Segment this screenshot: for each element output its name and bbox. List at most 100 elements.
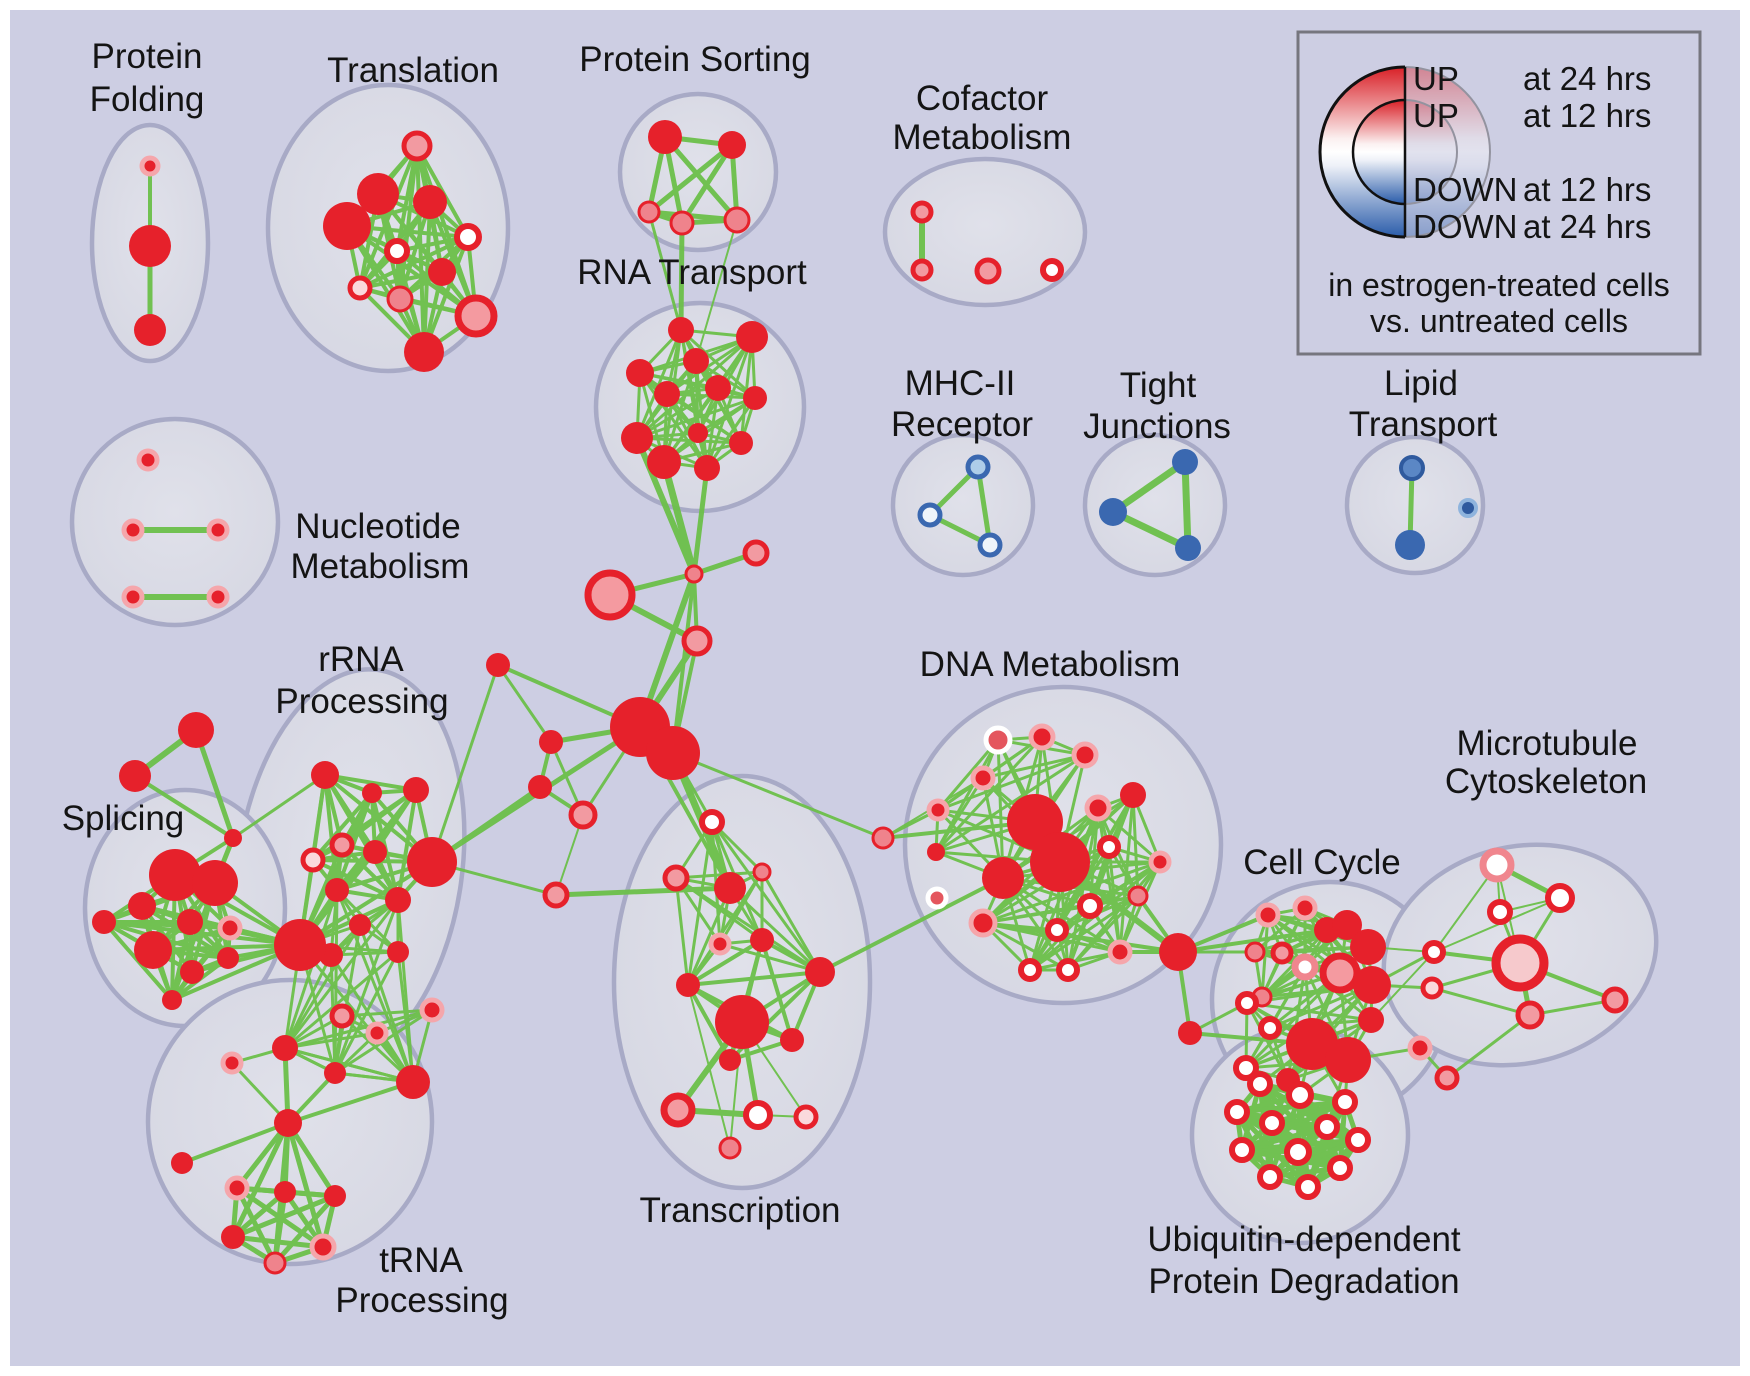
node-mh3 bbox=[977, 532, 1003, 558]
cluster-label-ubiquitin-degradation: Ubiquitin-dependent bbox=[1147, 1220, 1461, 1259]
node-lp1 bbox=[1399, 455, 1425, 481]
edge bbox=[686, 870, 764, 987]
edge bbox=[760, 870, 822, 974]
node-tn2 bbox=[274, 1181, 296, 1203]
edge bbox=[283, 888, 339, 1050]
edge bbox=[1131, 793, 1140, 898]
node-s2 bbox=[192, 860, 238, 906]
edge bbox=[638, 371, 709, 470]
edge bbox=[193, 727, 236, 841]
edge bbox=[1181, 458, 1192, 552]
node-u1 bbox=[1247, 1071, 1273, 1097]
node-r3 bbox=[626, 359, 654, 387]
node-tr2 bbox=[662, 864, 690, 892]
edge bbox=[687, 984, 731, 1149]
node-mt4 bbox=[1422, 940, 1446, 964]
edge bbox=[705, 335, 754, 470]
edge bbox=[934, 776, 985, 854]
node-lp3 bbox=[1458, 498, 1478, 518]
node-cc5 bbox=[1350, 929, 1386, 965]
node-cc14 bbox=[1258, 1016, 1282, 1040]
edge bbox=[285, 1120, 338, 1199]
node-dm19 bbox=[1045, 918, 1069, 942]
legend-time-label: at 12 hrs bbox=[1523, 97, 1651, 134]
cluster-label-mhc-ii-receptor: Receptor bbox=[891, 405, 1033, 444]
edge bbox=[1066, 894, 1140, 972]
node-ps3 bbox=[637, 200, 661, 224]
edge bbox=[975, 464, 993, 548]
node-tnl bbox=[171, 1152, 193, 1174]
node-t6 bbox=[384, 238, 410, 264]
cluster-lipid-transport bbox=[1344, 434, 1486, 576]
edge bbox=[662, 134, 740, 223]
node-dm16 bbox=[925, 886, 949, 910]
edge bbox=[981, 753, 1087, 780]
edge bbox=[934, 735, 1044, 854]
node-x4 bbox=[681, 625, 713, 657]
cluster-label-rna-transport: RNA Transport bbox=[577, 253, 807, 292]
node-tr12 bbox=[660, 1092, 696, 1128]
cluster-label-dna-metabolism: DNA Metabolism bbox=[920, 645, 1181, 684]
edge bbox=[760, 938, 794, 1042]
node-tn5 bbox=[309, 1233, 337, 1261]
edge bbox=[272, 1193, 338, 1266]
node-cc2 bbox=[1292, 895, 1318, 921]
edge bbox=[340, 1008, 434, 1018]
node-mt1 bbox=[1479, 847, 1515, 883]
node-nm4 bbox=[121, 585, 145, 609]
legend-time-label: at 12 hrs bbox=[1523, 171, 1651, 208]
node-ps5 bbox=[723, 206, 751, 234]
node-rr16 bbox=[365, 1021, 389, 1045]
edge bbox=[635, 335, 754, 440]
node-nm1 bbox=[136, 448, 160, 472]
node-tr9 bbox=[715, 995, 769, 1049]
node-r10 bbox=[729, 431, 753, 455]
edge bbox=[679, 328, 757, 400]
cluster-label-transcription: Transcription bbox=[640, 1191, 841, 1230]
edge bbox=[635, 396, 757, 440]
node-n1 bbox=[539, 730, 563, 754]
node-t11 bbox=[404, 332, 444, 372]
node-n3 bbox=[568, 800, 598, 830]
edge bbox=[981, 921, 1180, 954]
edge bbox=[283, 1008, 434, 1050]
node-cc4 bbox=[1332, 910, 1362, 940]
node-u2 bbox=[1286, 1081, 1314, 1109]
node-dm14 bbox=[1148, 850, 1172, 874]
node-rr14 bbox=[220, 1051, 244, 1075]
edge bbox=[686, 970, 822, 987]
cluster-label-microtubule-cytoskeleton: Microtubule bbox=[1457, 724, 1638, 763]
node-t8 bbox=[347, 275, 373, 301]
cluster-label-splicing: Splicing bbox=[62, 799, 185, 838]
edge bbox=[665, 392, 709, 470]
node-mt8 bbox=[1601, 986, 1629, 1014]
node-dm20 bbox=[1056, 958, 1080, 982]
node-u5 bbox=[1259, 1110, 1285, 1136]
node-a3 bbox=[224, 829, 242, 847]
node-s9 bbox=[217, 947, 239, 969]
node-r12 bbox=[694, 455, 720, 481]
edge bbox=[679, 328, 709, 470]
node-r2 bbox=[736, 321, 768, 353]
edge bbox=[1303, 965, 1373, 1022]
edge bbox=[430, 663, 500, 864]
node-mt6 bbox=[1420, 976, 1444, 1000]
node-dm4 bbox=[970, 765, 996, 791]
node-dm6 bbox=[1084, 794, 1112, 822]
node-t4 bbox=[323, 202, 371, 250]
legend-circle-faded-half bbox=[1405, 66, 1491, 238]
node-ps1 bbox=[648, 120, 682, 154]
node-rr18 bbox=[396, 1065, 430, 1099]
edge bbox=[345, 224, 426, 354]
node-cc7 bbox=[1270, 941, 1294, 965]
node-tn4 bbox=[221, 1225, 245, 1249]
cluster-label-lipid-transport: Lipid bbox=[1384, 364, 1458, 403]
node-t5 bbox=[454, 223, 482, 251]
legend-direction-label: UP bbox=[1413, 60, 1459, 97]
cluster-label-nucleotide-metabolism: Nucleotide bbox=[295, 507, 460, 546]
edge bbox=[553, 885, 733, 898]
edge bbox=[981, 921, 1070, 972]
node-rr7 bbox=[407, 837, 457, 887]
node-cm4 bbox=[1040, 258, 1064, 282]
edge bbox=[710, 820, 822, 974]
